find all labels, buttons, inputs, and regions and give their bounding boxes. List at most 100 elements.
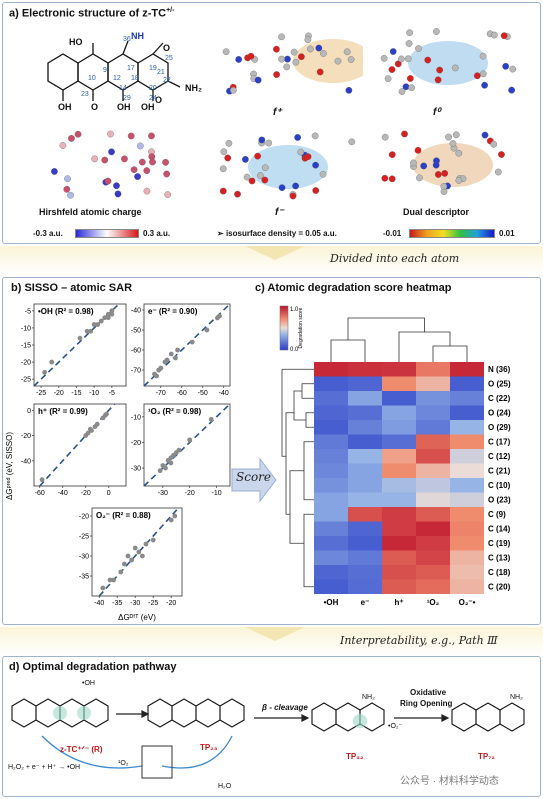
water-label: H₂O bbox=[218, 783, 232, 790]
heatmap-cell bbox=[314, 449, 348, 464]
group-oh-1: OH bbox=[58, 102, 72, 112]
y-tick-label: -25 bbox=[79, 534, 89, 541]
atom-sphere bbox=[434, 76, 442, 84]
heatmap-cell bbox=[450, 507, 484, 522]
group-ho: HO bbox=[69, 37, 83, 47]
heatmap-cell bbox=[348, 492, 382, 507]
heatmap-cell bbox=[416, 565, 450, 580]
atom-21: 21 bbox=[157, 69, 165, 76]
atom-sphere bbox=[481, 131, 489, 139]
heatmap-cell bbox=[416, 492, 450, 507]
fzero-model bbox=[380, 28, 517, 95]
atom-sphere bbox=[134, 173, 141, 180]
atom-sphere bbox=[289, 192, 297, 200]
scatter-plot-0: -25 -20 -15 -10 -5 -5 -10 -15 -20 -25 •OH (R² = 0.… bbox=[21, 303, 127, 397]
data-point bbox=[91, 322, 97, 327]
atom-sphere bbox=[410, 159, 417, 167]
x-tick-label: -10 bbox=[89, 390, 99, 397]
data-point bbox=[118, 569, 124, 575]
y-tick-label: -20 bbox=[21, 433, 31, 440]
atom-sphere bbox=[143, 187, 151, 195]
data-point bbox=[189, 339, 195, 345]
heatmap-cell bbox=[382, 536, 416, 551]
atom-14: 14 bbox=[119, 85, 127, 92]
atom-sphere bbox=[315, 44, 323, 52]
atom-sphere bbox=[316, 68, 324, 76]
data-point bbox=[105, 315, 111, 321]
x-tick-label: -40 bbox=[94, 600, 104, 607]
heatmap-cell bbox=[382, 376, 416, 391]
atom-sphere bbox=[138, 158, 146, 166]
heatmap-row-label: O (25) bbox=[488, 380, 511, 389]
x-tick-label: -40 bbox=[58, 490, 68, 497]
panel-b-title: b) SISSO – atomic SAR bbox=[11, 282, 133, 294]
x-tick-label: -40 bbox=[219, 390, 229, 397]
heatmap-cell bbox=[348, 362, 382, 377]
atom-sphere bbox=[143, 167, 151, 174]
atom-sphere bbox=[101, 156, 109, 164]
column-dendrogram bbox=[330, 317, 468, 362]
atom-sphere bbox=[381, 133, 389, 141]
atom-sphere bbox=[261, 176, 269, 184]
atom-sphere bbox=[254, 76, 262, 84]
heatmap-cell bbox=[382, 507, 416, 522]
atom-sphere bbox=[436, 66, 444, 74]
data-point bbox=[204, 327, 210, 333]
atom-sphere bbox=[405, 40, 413, 47]
heatmap-cell bbox=[450, 420, 484, 435]
heatmap-cell bbox=[382, 449, 416, 464]
atom-sphere bbox=[63, 185, 71, 193]
atom-sphere bbox=[434, 171, 442, 178]
atom-sphere bbox=[220, 148, 228, 156]
y-tick-label: -60 bbox=[131, 348, 141, 355]
atom-sphere bbox=[59, 142, 67, 149]
heatmap-cell bbox=[450, 478, 484, 493]
x-tick-label: -70 bbox=[156, 390, 166, 397]
data-point bbox=[105, 311, 111, 317]
heatmap-row-label: C (14) bbox=[488, 525, 511, 534]
heatmap-cell bbox=[416, 391, 450, 406]
heatmap-cell bbox=[416, 463, 450, 478]
heatmap-cell bbox=[450, 579, 484, 594]
atom-sphere bbox=[312, 187, 320, 194]
data-point bbox=[168, 351, 174, 357]
atom-sphere bbox=[311, 132, 319, 140]
atom-sphere bbox=[500, 32, 508, 40]
atom-sphere bbox=[404, 55, 412, 63]
atom-sphere bbox=[234, 190, 241, 198]
data-point bbox=[158, 365, 164, 371]
data-point bbox=[98, 318, 104, 324]
scatter-xlabel: ΔGᴰᶠᵀ (eV) bbox=[118, 613, 156, 622]
heatmap-cell bbox=[382, 565, 416, 580]
tp72-label: TP₇₂ bbox=[478, 752, 495, 761]
atom-sphere bbox=[278, 184, 286, 192]
atom-sphere bbox=[247, 52, 255, 60]
heatmap-cell bbox=[314, 521, 348, 536]
data-point bbox=[39, 477, 45, 483]
atom-sphere bbox=[290, 48, 298, 56]
heatmap-row-label: C (21) bbox=[488, 467, 511, 476]
atom-sphere bbox=[219, 187, 227, 195]
atom-sphere bbox=[347, 56, 355, 63]
x-tick-label: -30 bbox=[130, 600, 140, 607]
heatmap-cell bbox=[314, 391, 348, 406]
x-tick-label: -25 bbox=[36, 390, 46, 397]
y-tick-label: -25 bbox=[21, 377, 31, 384]
atom-sphere bbox=[424, 56, 432, 64]
group-nh: NH bbox=[131, 31, 144, 41]
atom-sphere bbox=[380, 55, 388, 62]
heatmap-cell bbox=[416, 420, 450, 435]
heatmap-cell bbox=[450, 550, 484, 565]
sisso-scatter-plots: -25 -20 -15 -10 -5 -5 -10 -15 -20 -25 •OH (R² = 0.… bbox=[5, 303, 231, 622]
heatmap-cell bbox=[348, 478, 382, 493]
heatmap-cell bbox=[382, 579, 416, 594]
degradation-heatmap: N (36) O (25) C (22) O (24) O (29) C (17) C (1… bbox=[279, 305, 511, 607]
x-tick-label: -30 bbox=[158, 490, 168, 497]
atom-sphere bbox=[502, 62, 510, 70]
nh2-label-tp32: NH₂ bbox=[362, 694, 375, 701]
atom-sphere bbox=[235, 56, 243, 63]
charge-colorbar bbox=[75, 229, 139, 238]
heatmap-cell bbox=[416, 405, 450, 420]
data-point bbox=[100, 585, 106, 591]
data-point bbox=[84, 328, 90, 334]
